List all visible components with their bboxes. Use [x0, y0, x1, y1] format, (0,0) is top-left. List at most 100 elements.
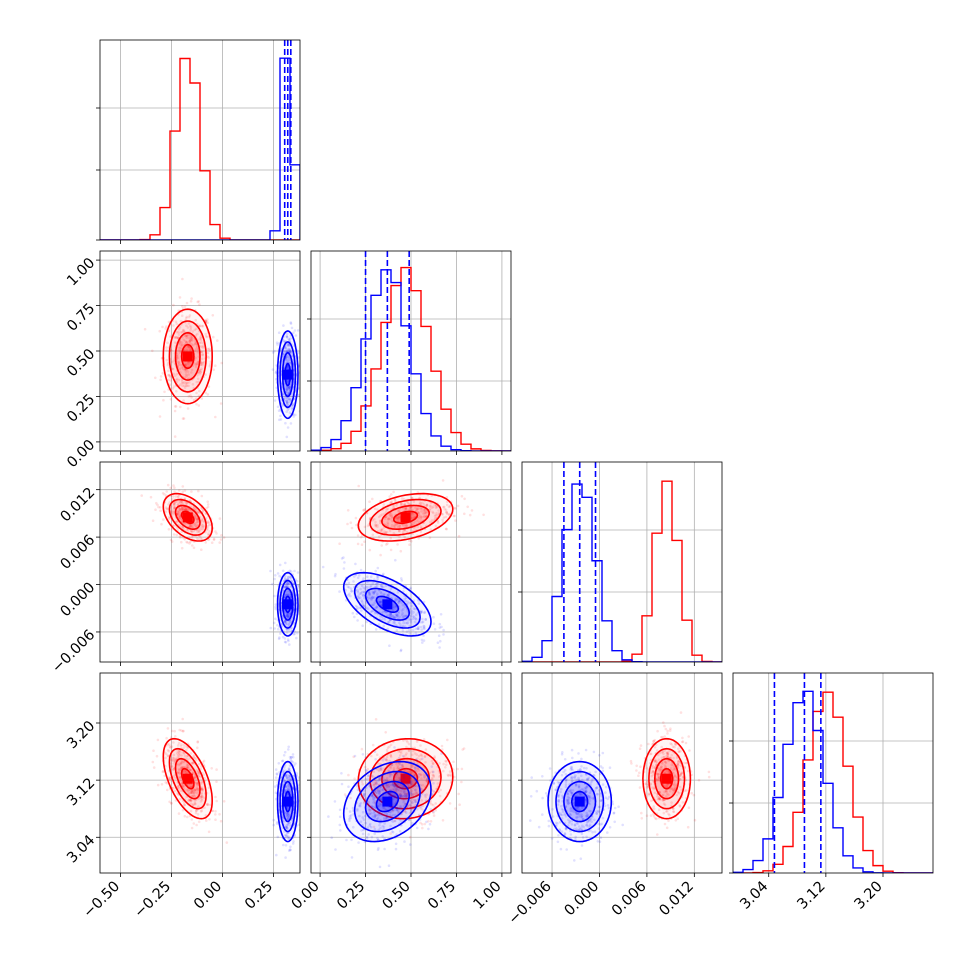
sample-point	[287, 591, 291, 594]
sample-point	[405, 794, 409, 797]
sample-point	[384, 788, 387, 791]
sample-point	[420, 799, 424, 802]
sample-point	[373, 815, 377, 818]
sample-point	[189, 785, 193, 789]
sample-point	[446, 773, 450, 777]
sample-point	[378, 777, 382, 781]
sample-point	[401, 754, 405, 758]
sample-point	[171, 729, 174, 733]
sample-point	[177, 785, 180, 789]
sample-point	[287, 337, 291, 341]
sample-point	[358, 814, 361, 818]
sample-point	[287, 622, 291, 626]
sample-point	[396, 516, 399, 520]
sample-point	[185, 334, 189, 338]
sample-point	[195, 402, 198, 406]
sample-point	[288, 350, 292, 354]
sample-point	[196, 783, 199, 787]
sample-point	[365, 606, 368, 609]
sample-point	[677, 763, 680, 767]
contour-level	[392, 767, 419, 790]
sample-point	[206, 503, 210, 506]
y-tick-label: 0.006	[58, 532, 99, 573]
sample-point	[381, 779, 385, 782]
sample-point	[663, 735, 666, 738]
sample-point	[403, 535, 407, 539]
sample-point	[288, 620, 292, 623]
sample-point	[482, 513, 485, 517]
sample-point	[277, 762, 281, 765]
sample-point	[417, 625, 420, 629]
sample-point	[179, 775, 182, 779]
sample-point	[408, 506, 412, 510]
y-tick-label: 0.25	[64, 392, 98, 426]
histogram-series-1	[100, 57, 300, 240]
sample-point	[287, 813, 291, 817]
sample-point	[385, 530, 389, 534]
sample-point	[399, 794, 403, 798]
sample-point	[338, 542, 341, 545]
sample-point	[368, 784, 371, 788]
sample-point	[456, 504, 460, 508]
sample-point	[178, 341, 181, 345]
sample-point	[394, 597, 397, 600]
sample-point	[286, 613, 290, 617]
sample-point	[206, 351, 209, 355]
sample-point	[414, 506, 417, 510]
sample-point	[384, 758, 387, 761]
sample-point	[179, 383, 182, 386]
sample-point	[352, 825, 355, 829]
sample-point	[662, 752, 665, 755]
sample-point	[393, 616, 396, 619]
sample-point	[182, 785, 185, 788]
sample-point	[395, 806, 398, 810]
sample-point	[366, 777, 370, 781]
sample-point	[391, 830, 394, 833]
sample-point	[417, 627, 420, 631]
sample-point	[406, 782, 409, 786]
sample-point	[390, 500, 394, 504]
sample-point	[410, 497, 414, 500]
sample-point	[179, 762, 182, 765]
sample-point	[371, 808, 374, 811]
sample-point	[361, 810, 365, 814]
sample-point	[182, 803, 186, 807]
sample-point	[206, 527, 209, 530]
sample-point	[177, 336, 180, 340]
sample-point	[179, 761, 183, 765]
sample-point	[373, 827, 377, 831]
sample-point	[413, 766, 417, 770]
sample-point	[365, 835, 369, 839]
sample-point	[286, 386, 290, 389]
sample-point	[176, 520, 179, 524]
sample-point	[649, 771, 653, 775]
sample-point	[172, 757, 175, 760]
sample-point	[681, 736, 684, 740]
sample-point	[387, 517, 391, 520]
sample-point	[277, 331, 281, 335]
x-tick-label: 0.25	[334, 879, 368, 913]
sample-point	[181, 367, 185, 371]
sample-point	[366, 597, 370, 600]
sample-point	[287, 822, 290, 826]
sample-point	[289, 337, 292, 340]
sample-point	[284, 834, 288, 838]
sample-point	[417, 537, 421, 540]
sample-point	[190, 790, 193, 793]
sample-point	[198, 762, 201, 766]
sample-point	[166, 754, 169, 757]
sample-point	[275, 822, 279, 825]
sample-point	[374, 589, 377, 593]
sample-point	[179, 766, 183, 770]
sample-point	[276, 405, 280, 409]
sample-point	[354, 604, 358, 608]
sample-point	[444, 527, 448, 531]
sample-point	[165, 781, 169, 785]
histogram-series-1	[522, 483, 722, 662]
sample-point	[196, 746, 199, 750]
sample-point	[189, 525, 192, 528]
sample-point	[172, 510, 175, 514]
sample-point	[398, 763, 402, 766]
sample-point	[343, 561, 346, 564]
sample-point	[419, 805, 423, 809]
